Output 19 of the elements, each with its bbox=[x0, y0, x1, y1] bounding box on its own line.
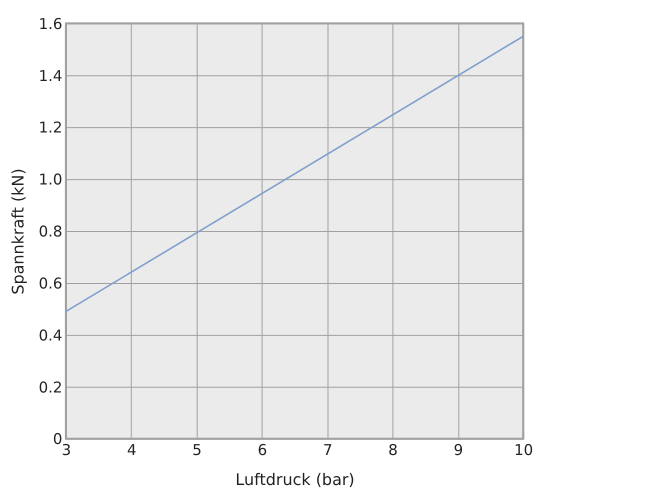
y-tick-label: 1.2 bbox=[38, 118, 62, 137]
y-tick-label: 0.6 bbox=[38, 274, 62, 292]
x-tick-label: 5 bbox=[192, 441, 202, 460]
x-tick-label: 4 bbox=[126, 441, 136, 460]
y-axis-title: Spannkraft (kN) bbox=[8, 168, 28, 295]
x-tick-label: 7 bbox=[322, 441, 332, 460]
y-tick-label: 1.4 bbox=[38, 66, 62, 85]
x-tick-label: 6 bbox=[258, 441, 268, 460]
x-tick-label: 3 bbox=[62, 441, 72, 460]
y-tick-label: 0.8 bbox=[38, 222, 62, 241]
y-tick-label: 1.0 bbox=[38, 170, 62, 189]
y-tick-label: 0.4 bbox=[38, 326, 62, 344]
y-tick-label: 1.6 bbox=[38, 14, 62, 33]
x-axis-title: Luftdruck (bar) bbox=[235, 470, 355, 490]
y-tick-label: 0.2 bbox=[38, 378, 62, 396]
x-tick-label: 9 bbox=[454, 441, 464, 460]
y-tick-label: 0 bbox=[52, 430, 62, 448]
x-tick-label: 8 bbox=[388, 441, 398, 460]
x-tick-label: 10 bbox=[514, 441, 534, 460]
